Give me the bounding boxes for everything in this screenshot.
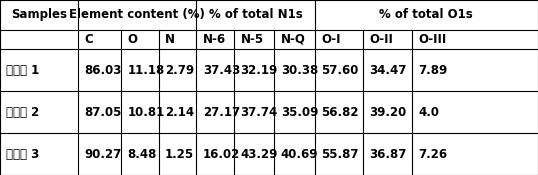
Text: N: N <box>165 33 175 46</box>
Text: 7.89: 7.89 <box>418 64 447 76</box>
Text: O-I: O-I <box>321 33 341 46</box>
Text: % of total O1s: % of total O1s <box>379 8 473 21</box>
Text: 实施例 3: 实施例 3 <box>6 148 40 160</box>
Text: Element content (%): Element content (%) <box>69 8 205 21</box>
Text: 40.69: 40.69 <box>281 148 318 160</box>
Text: 1.25: 1.25 <box>165 148 194 160</box>
Text: O: O <box>128 33 138 46</box>
Text: % of total N1s: % of total N1s <box>209 8 302 21</box>
Text: 43.29: 43.29 <box>240 148 278 160</box>
Text: 36.87: 36.87 <box>370 148 407 160</box>
Text: Samples: Samples <box>11 8 67 21</box>
Text: 37.43: 37.43 <box>203 64 240 76</box>
Text: N-Q: N-Q <box>281 33 306 46</box>
Text: 32.19: 32.19 <box>240 64 278 76</box>
Text: C: C <box>84 33 93 46</box>
Text: 87.05: 87.05 <box>84 106 122 118</box>
Text: O-II: O-II <box>370 33 393 46</box>
Text: 2.79: 2.79 <box>165 64 194 76</box>
Text: 86.03: 86.03 <box>84 64 122 76</box>
Text: 56.82: 56.82 <box>321 106 359 118</box>
Text: 34.47: 34.47 <box>370 64 407 76</box>
Text: 30.38: 30.38 <box>281 64 318 76</box>
Text: N-5: N-5 <box>240 33 264 46</box>
Text: 57.60: 57.60 <box>321 64 358 76</box>
Text: 2.14: 2.14 <box>165 106 194 118</box>
Text: 7.26: 7.26 <box>418 148 447 160</box>
Text: 37.74: 37.74 <box>240 106 278 118</box>
Text: 10.81: 10.81 <box>128 106 165 118</box>
Text: 90.27: 90.27 <box>84 148 122 160</box>
Text: 8.48: 8.48 <box>128 148 157 160</box>
Text: N-6: N-6 <box>203 33 226 46</box>
Text: 4.0: 4.0 <box>418 106 439 118</box>
Text: 55.87: 55.87 <box>321 148 359 160</box>
Text: 35.09: 35.09 <box>281 106 318 118</box>
Text: 实施例 1: 实施例 1 <box>6 64 40 76</box>
Text: 39.20: 39.20 <box>370 106 407 118</box>
Text: 11.18: 11.18 <box>128 64 165 76</box>
Text: 16.02: 16.02 <box>203 148 240 160</box>
Text: 实施例 2: 实施例 2 <box>6 106 40 118</box>
Text: O-III: O-III <box>418 33 447 46</box>
Text: 27.17: 27.17 <box>203 106 240 118</box>
